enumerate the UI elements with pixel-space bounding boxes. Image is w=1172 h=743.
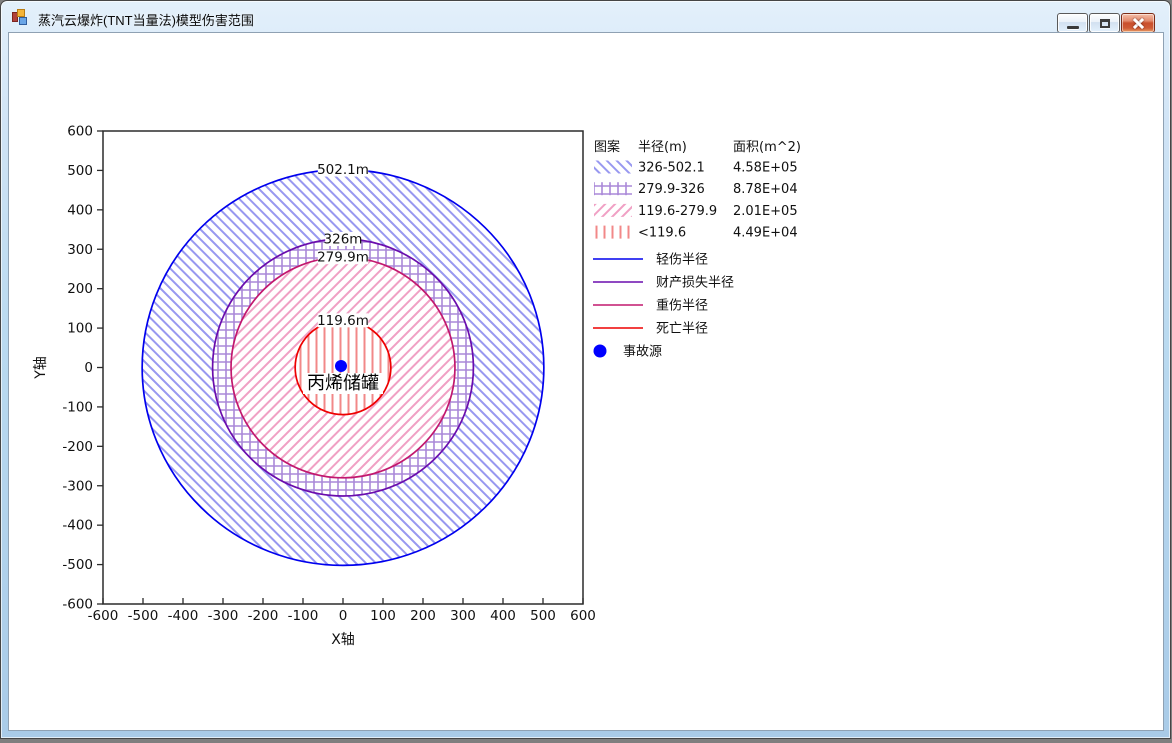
legend: 图案 半径(m) 面积(m^2) 326-502.1 4.58E+05 279.9-326… [593,140,801,360]
legend-line-label: 重伤半径 [656,298,708,314]
ring-radius-label: 502.1m [317,162,369,178]
legend-header-pattern: 图案 [594,140,620,155]
ring-radius-label: 119.6m [317,313,369,329]
x-tick-label: -600 [88,608,119,624]
x-axis-title: X轴 [331,632,355,648]
app-icon-red-square [12,12,18,22]
ring-radius-label: 326m [324,232,363,248]
legend-area-value: 2.01E+05 [733,204,798,219]
source-dot [335,360,347,372]
close-button[interactable] [1121,13,1155,33]
x-tick-label: -100 [288,608,319,624]
x-tick-label: 300 [450,608,476,624]
ring-label-bg [325,232,361,247]
x-tick-label: 200 [410,608,436,624]
legend-area-value: 4.49E+04 [733,226,798,241]
legend-swatch-diag_back [594,203,632,217]
y-axis: -600 -500 -400 -300 -200 -100 0 100 200 300 400 500… [62,124,103,613]
legend-area-value: 4.58E+05 [733,161,798,176]
y-tick-label: -500 [62,557,93,573]
legend-source-dot [593,344,607,358]
legend-source-label: 事故源 [623,345,662,360]
y-tick-label: -200 [62,439,93,455]
ring-label-bg [317,313,369,328]
y-tick-label: 500 [67,163,93,179]
app-icon-orange-square [17,9,25,17]
legend-swatch-grid [594,182,632,196]
y-tick-label: 600 [67,124,93,140]
y-axis-title: Y轴 [33,356,49,380]
x-tick-label: -300 [208,608,239,624]
x-tick-label: -500 [128,608,159,624]
legend-range-value: 279.9-326 [638,182,705,197]
ring-radius-label: 279.9m [317,250,369,266]
maximize-icon [1100,19,1110,28]
legend-swatch-vertical [594,225,632,239]
plot-area: -600 -500 -400 -300 -200 -100 0 100 200 300 400 500… [33,124,596,649]
y-tick-label: -100 [62,399,93,415]
title-bar[interactable]: 蒸汽云爆炸(TNT当量法)模型伤害范围 [1,1,1170,33]
legend-header-area: 面积(m^2) [733,140,801,155]
x-tick-label: 100 [370,608,396,624]
ring-label-bg [317,162,369,177]
x-tick-label: 500 [530,608,556,624]
legend-range-value: <119.6 [638,226,686,241]
accident-source: 丙烯储罐 [303,360,383,394]
x-tick-label: 400 [490,608,516,624]
client-area: -600 -500 -400 -300 -200 -100 0 100 200 300 400 500… [8,32,1164,731]
legend-header-radius: 半径(m) [638,140,687,155]
damage-range-chart: -600 -500 -400 -300 -200 -100 0 100 200 300 400 500… [33,124,801,649]
x-tick-label: -200 [248,608,279,624]
close-icon [1132,17,1145,30]
legend-area-value: 8.78E+04 [733,182,798,197]
x-tick-label: -400 [168,608,199,624]
minimize-button[interactable] [1057,13,1088,33]
legend-range-value: 119.6-279.9 [638,204,717,219]
y-tick-label: 400 [67,202,93,218]
legend-line-label: 死亡半径 [656,322,708,337]
x-tick-label: 600 [570,608,596,624]
minimize-icon [1067,26,1079,29]
legend-line-label: 轻伤半径 [656,253,708,268]
app-icon [12,9,29,26]
y-tick-label: 0 [84,360,93,376]
legend-swatch-diag_forward [594,160,632,174]
site-label: 丙烯储罐 [307,373,379,394]
ring-label-bg [317,250,369,265]
window-title: 蒸汽云爆炸(TNT当量法)模型伤害范围 [38,13,254,28]
y-tick-label: -400 [62,518,93,534]
maximize-button[interactable] [1089,13,1120,33]
site-label-bg [303,373,383,394]
legend-range-value: 326-502.1 [638,161,705,176]
y-tick-label: 300 [67,242,93,258]
x-axis: -600 -500 -400 -300 -200 -100 0 100 200 300 400 500… [88,598,596,624]
y-tick-label: -300 [62,478,93,494]
legend-line-label: 财产损失半径 [656,276,734,291]
app-icon-blue-square [19,17,27,25]
y-tick-label: 100 [67,321,93,337]
window-controls [1057,13,1155,33]
y-tick-label: -600 [62,597,93,613]
x-tick-label: 0 [339,608,348,624]
y-tick-label: 200 [67,281,93,297]
